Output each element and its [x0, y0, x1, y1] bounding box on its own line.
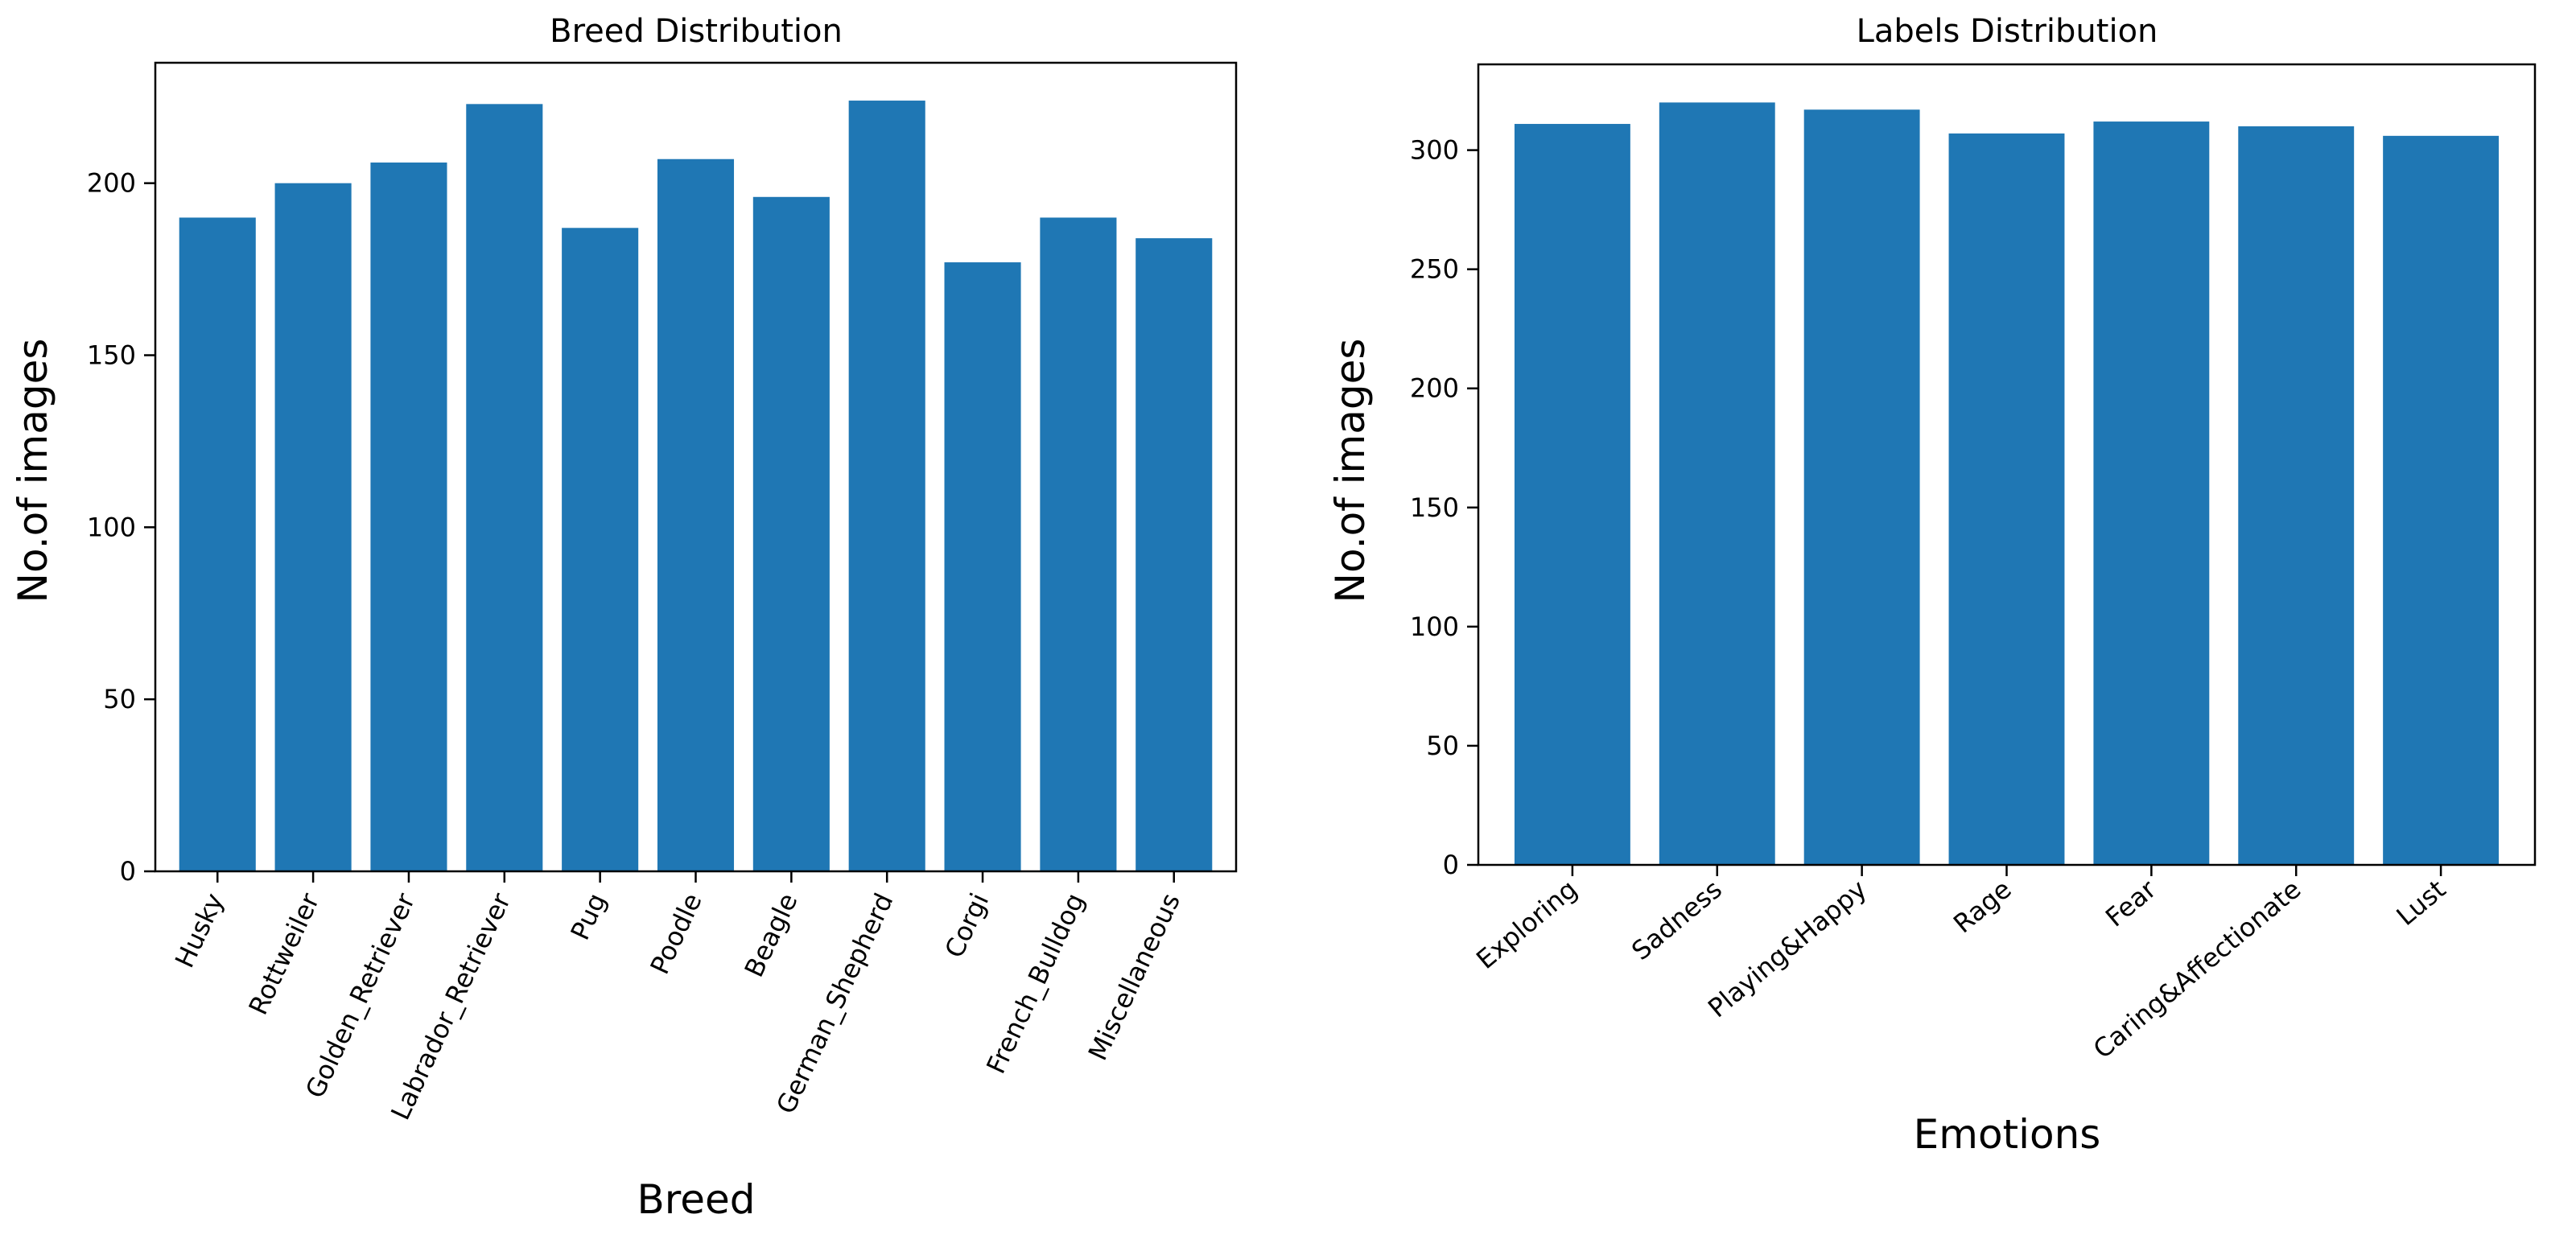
bar-beagle [752, 196, 830, 871]
bar-miscellaneous [1136, 238, 1213, 871]
x-tick-label: Exploring [1470, 874, 1583, 975]
x-tick-label: Fear [2100, 873, 2162, 932]
y-tick-label: 0 [120, 856, 136, 887]
x-tick-label: Beagle [739, 888, 804, 982]
x-tick-label: Playing&Happy [1702, 874, 1873, 1023]
bar-corgi [944, 262, 1021, 871]
bar-labrador-retriever [466, 104, 543, 871]
y-tick-label: 0 [1443, 850, 1459, 880]
x-tick-label: Rottweiler [242, 888, 325, 1020]
chart-title: Breed Distribution [550, 13, 843, 50]
x-tick-label: Miscellaneous [1082, 888, 1186, 1064]
x-tick-label: Husky [169, 888, 230, 972]
bar-playing-happy [1803, 109, 1920, 865]
x-tick-label: Golden_Retriever [299, 888, 421, 1103]
y-tick-label: 100 [87, 512, 136, 542]
y-tick-label: 50 [103, 684, 136, 714]
x-tick-label: French_Bulldog [980, 888, 1090, 1078]
y-axis-label: No.of images [1327, 339, 1374, 603]
y-axis-label: No.of images [10, 339, 56, 603]
y-tick-label: 300 [1410, 135, 1459, 166]
bar-rottweiler [274, 183, 352, 871]
y-tick-label: 50 [1426, 731, 1459, 761]
y-tick-label: 100 [1410, 611, 1459, 642]
y-tick-label: 150 [1410, 492, 1459, 523]
bar-caring-affectionate [2238, 126, 2355, 866]
bar-rage [1948, 133, 2065, 865]
breed-distribution-chart: Breed Distribution Breed No.of images 0 5… [10, 13, 1238, 1223]
x-tick-label: Lust [2391, 874, 2452, 932]
y-tick-label: 150 [87, 340, 136, 371]
y-tick-label: 200 [87, 168, 136, 199]
bar-lust [2383, 135, 2500, 865]
bar-fear [2093, 121, 2210, 866]
x-tick-label: Poodle [644, 888, 707, 978]
bar-poodle [657, 158, 735, 871]
x-tick-label: Sadness [1626, 874, 1728, 966]
x-axis-label: Emotions [1914, 1111, 2101, 1158]
bar-husky [179, 217, 256, 872]
chart-title: Labels Distribution [1857, 13, 2158, 50]
bar-exploring [1514, 124, 1630, 866]
bar-sadness [1659, 102, 1775, 865]
x-tick-label: Rage [1947, 874, 2018, 939]
x-tick-label: Pug [564, 888, 612, 945]
y-tick-label: 200 [1410, 373, 1459, 404]
bar-german-shepherd [848, 101, 925, 872]
x-tick-label: Corgi [938, 888, 995, 962]
labels-distribution-chart: Labels Distribution Emotions No.of image… [1327, 13, 2537, 1158]
bar-french-bulldog [1040, 217, 1117, 872]
y-tick-label: 250 [1410, 254, 1459, 285]
bar-golden-retriever [370, 163, 447, 872]
x-axis-label: Breed [637, 1176, 755, 1223]
bar-pug [562, 228, 639, 871]
